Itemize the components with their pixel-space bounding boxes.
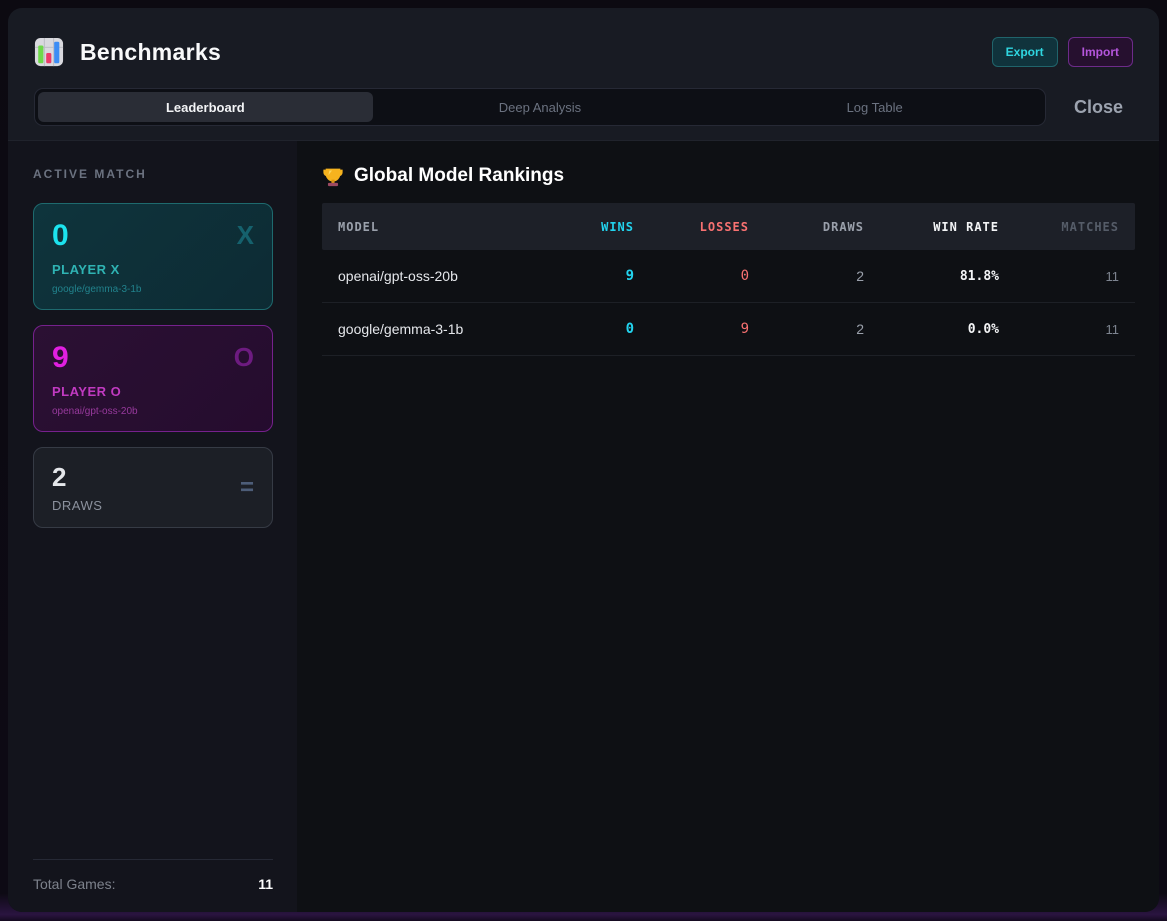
cell-draws: 2 (749, 268, 864, 284)
draws-count: 2 (52, 463, 102, 492)
player-o-label: PLAYER O (52, 384, 254, 399)
main-panel: Global Model Rankings MODEL WINS LOSSES … (297, 141, 1159, 912)
import-button[interactable]: Import (1068, 37, 1133, 67)
column-losses: LOSSES (634, 220, 749, 234)
player-o-score: 9 (52, 341, 69, 374)
close-button[interactable]: Close (1074, 97, 1123, 118)
page-title: Benchmarks (80, 39, 992, 66)
player-x-card: 0 X PLAYER X google/gemma-3-1b (33, 203, 273, 310)
player-o-card: 9 O PLAYER O openai/gpt-oss-20b (33, 325, 273, 432)
player-x-score: 0 (52, 219, 69, 252)
active-match-label: ACTIVE MATCH (33, 167, 273, 181)
table-row[interactable]: openai/gpt-oss-20b 9 0 2 81.8% 11 (322, 250, 1135, 303)
rankings-table: MODEL WINS LOSSES DRAWS WIN RATE MATCHES… (322, 203, 1135, 356)
draws-card: 2 DRAWS = (33, 447, 273, 528)
cell-wins: 0 (534, 321, 634, 337)
column-win-rate: WIN RATE (864, 220, 999, 234)
tab-deep-analysis[interactable]: Deep Analysis (373, 92, 708, 122)
cell-model: openai/gpt-oss-20b (338, 268, 534, 284)
cell-losses: 9 (634, 321, 749, 337)
table-row[interactable]: google/gemma-3-1b 0 9 2 0.0% 11 (322, 303, 1135, 356)
player-o-model: openai/gpt-oss-20b (52, 406, 254, 417)
column-wins: WINS (534, 220, 634, 234)
cell-matches: 11 (999, 269, 1119, 284)
column-draws: DRAWS (749, 220, 864, 234)
column-model: MODEL (338, 220, 534, 234)
bar-chart-icon (34, 37, 64, 67)
cell-win-rate: 81.8% (864, 269, 999, 284)
tab-leaderboard[interactable]: Leaderboard (38, 92, 373, 122)
column-matches: MATCHES (999, 220, 1119, 234)
player-x-glyph: X (237, 220, 254, 251)
header: Benchmarks Export Import Leaderboard Dee… (8, 8, 1159, 141)
player-x-model: google/gemma-3-1b (52, 284, 254, 295)
player-o-glyph: O (234, 342, 254, 373)
tab-log-table[interactable]: Log Table (707, 92, 1042, 122)
benchmarks-window: Benchmarks Export Import Leaderboard Dee… (8, 8, 1159, 912)
cell-matches: 11 (999, 322, 1119, 337)
export-button[interactable]: Export (992, 37, 1058, 67)
cell-model: google/gemma-3-1b (338, 321, 534, 337)
cell-losses: 0 (634, 268, 749, 284)
equals-icon: = (240, 474, 254, 502)
sidebar-footer: Total Games: 11 (33, 859, 273, 892)
table-header-row: MODEL WINS LOSSES DRAWS WIN RATE MATCHES (322, 203, 1135, 250)
cell-win-rate: 0.0% (864, 322, 999, 337)
player-x-label: PLAYER X (52, 262, 254, 277)
rankings-heading: Global Model Rankings (354, 165, 564, 187)
cell-wins: 9 (534, 268, 634, 284)
trophy-icon (322, 165, 344, 187)
cell-draws: 2 (749, 321, 864, 337)
total-games-label: Total Games: (33, 876, 115, 892)
sidebar: ACTIVE MATCH 0 X PLAYER X google/gemma-3… (8, 141, 297, 912)
tab-bar: Leaderboard Deep Analysis Log Table (34, 88, 1046, 126)
total-games-value: 11 (258, 876, 273, 892)
draws-label: DRAWS (52, 498, 102, 513)
